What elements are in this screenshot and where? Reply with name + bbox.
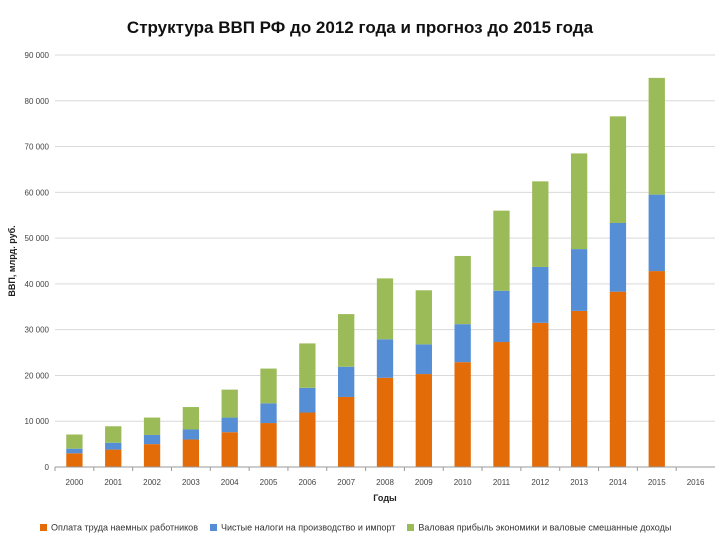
bar-segment-series-1 — [532, 322, 549, 467]
x-tick-labels: 2000 2001 2002 2003 2004 2005 2006 2007 2008 2009… — [54, 467, 705, 487]
legend-swatch — [209, 524, 217, 532]
x-tick-label: 2013 — [570, 478, 588, 487]
bar-segment-series-3 — [648, 77, 665, 195]
y-axis-label: ВВП, млрд. руб. — [7, 225, 17, 296]
bar-segment-series-2 — [299, 387, 316, 413]
legend: Оплата труда наемных работников Чистые на… — [40, 522, 720, 536]
bar-segment-series-3 — [338, 314, 355, 367]
legend-swatch — [40, 524, 47, 532]
x-tick-label: 2011 — [493, 478, 511, 487]
bar-segment-series-3 — [182, 407, 200, 430]
bar-segment-series-2 — [260, 403, 277, 424]
bar-segment-series-3 — [221, 389, 238, 418]
bar-segment-series-3 — [493, 210, 510, 291]
bar-segment-series-2 — [415, 344, 432, 375]
bar-segment-series-1 — [376, 377, 394, 467]
y-tick-label: 10 000 — [25, 417, 50, 426]
x-tick-label: 2010 — [454, 478, 472, 487]
bar-segment-series-2 — [182, 429, 200, 440]
bar-segment-series-1 — [221, 432, 238, 467]
bar-segment-series-2 — [376, 339, 394, 378]
bar-segment-series-1 — [143, 444, 161, 467]
bar-segment-series-2 — [66, 448, 83, 454]
bar-segment-series-2 — [532, 266, 549, 323]
bar-segment-series-3 — [454, 255, 471, 325]
bar-segment-series-3 — [532, 181, 549, 267]
bar-segment-series-3 — [299, 343, 316, 388]
y-tick-label: 0 — [45, 463, 50, 472]
bar-segment-series-3 — [570, 153, 588, 250]
bar-segment-series-1 — [66, 453, 83, 467]
y-tick-label: 40 000 — [25, 280, 50, 289]
y-tick-label: 60 000 — [25, 188, 50, 197]
x-tick-label: 2004 — [221, 478, 239, 487]
legend-label: Оплата труда наемных работников — [51, 522, 198, 533]
x-tick-label: 2001 — [104, 478, 122, 487]
bar-segment-series-3 — [415, 290, 432, 345]
bars — [66, 77, 665, 467]
bar-segment-series-2 — [609, 223, 627, 292]
legend-swatch — [407, 524, 415, 532]
x-axis-label: Годы — [373, 493, 397, 503]
bar-segment-series-3 — [66, 434, 83, 449]
x-tick-label: 2015 — [648, 478, 666, 487]
x-tick-label: 2002 — [143, 478, 161, 487]
x-tick-label: 2006 — [298, 478, 316, 487]
x-tick-label: 2007 — [337, 478, 355, 487]
bar-segment-series-1 — [454, 362, 471, 467]
bar-segment-series-1 — [299, 412, 316, 467]
x-tick-label: 2014 — [609, 478, 627, 487]
y-tick-label: 20 000 — [25, 371, 50, 380]
bar-segment-series-1 — [648, 271, 665, 467]
bar-segment-series-1 — [105, 449, 122, 467]
x-tick-label: 2012 — [531, 478, 549, 487]
x-tick-label: 2016 — [687, 478, 705, 487]
legend-item-2: Чистые налоги на производство и импорт — [209, 522, 396, 533]
legend-item-3: Валовая прибыль экономики и валовые смеш… — [407, 522, 671, 533]
y-tick-label: 30 000 — [25, 326, 50, 335]
bar-segment-series-2 — [570, 249, 588, 311]
y-tick-labels: 0 10 000 20 000 30 000 40 000 50 000 60 000 70 … — [25, 51, 50, 472]
bar-segment-series-3 — [105, 426, 122, 443]
bar-segment-series-1 — [493, 342, 510, 467]
bar-segment-series-3 — [260, 368, 277, 404]
y-tick-label: 70 000 — [25, 143, 50, 152]
bar-segment-series-3 — [143, 417, 161, 435]
bar-segment-series-2 — [105, 442, 122, 450]
bar-segment-series-2 — [221, 417, 238, 433]
x-tick-label: 2000 — [66, 478, 84, 487]
bar-segment-series-2 — [648, 194, 665, 272]
y-tick-label: 50 000 — [25, 234, 50, 243]
bar-segment-series-1 — [415, 374, 432, 467]
bar-segment-series-2 — [338, 366, 355, 397]
bar-segment-series-3 — [609, 116, 627, 224]
bar-segment-series-2 — [454, 324, 471, 363]
bar-segment-series-3 — [376, 278, 394, 340]
bar-segment-series-2 — [493, 290, 510, 343]
bar-segment-series-1 — [182, 439, 200, 467]
bar-segment-series-2 — [143, 434, 161, 445]
x-tick-label: 2009 — [415, 478, 433, 487]
bar-segment-series-1 — [260, 423, 277, 467]
x-tick-label: 2008 — [376, 478, 394, 487]
legend-label: Валовая прибыль экономики и валовые смеш… — [418, 522, 672, 533]
legend-item-1: Оплата труда наемных работников — [40, 522, 198, 533]
y-tick-label: 90 000 — [25, 51, 50, 60]
chart-title: Структура ВВП РФ до 2012 года и прогноз … — [126, 18, 594, 37]
bar-segment-series-1 — [570, 310, 588, 467]
legend-label: Чистые налоги на производство и импорт — [220, 522, 396, 533]
y-tick-label: 80 000 — [25, 97, 50, 106]
bar-segment-series-1 — [609, 291, 627, 467]
x-tick-label: 2003 — [182, 478, 200, 487]
x-tick-label: 2005 — [260, 478, 278, 487]
bar-segment-series-1 — [338, 396, 355, 467]
